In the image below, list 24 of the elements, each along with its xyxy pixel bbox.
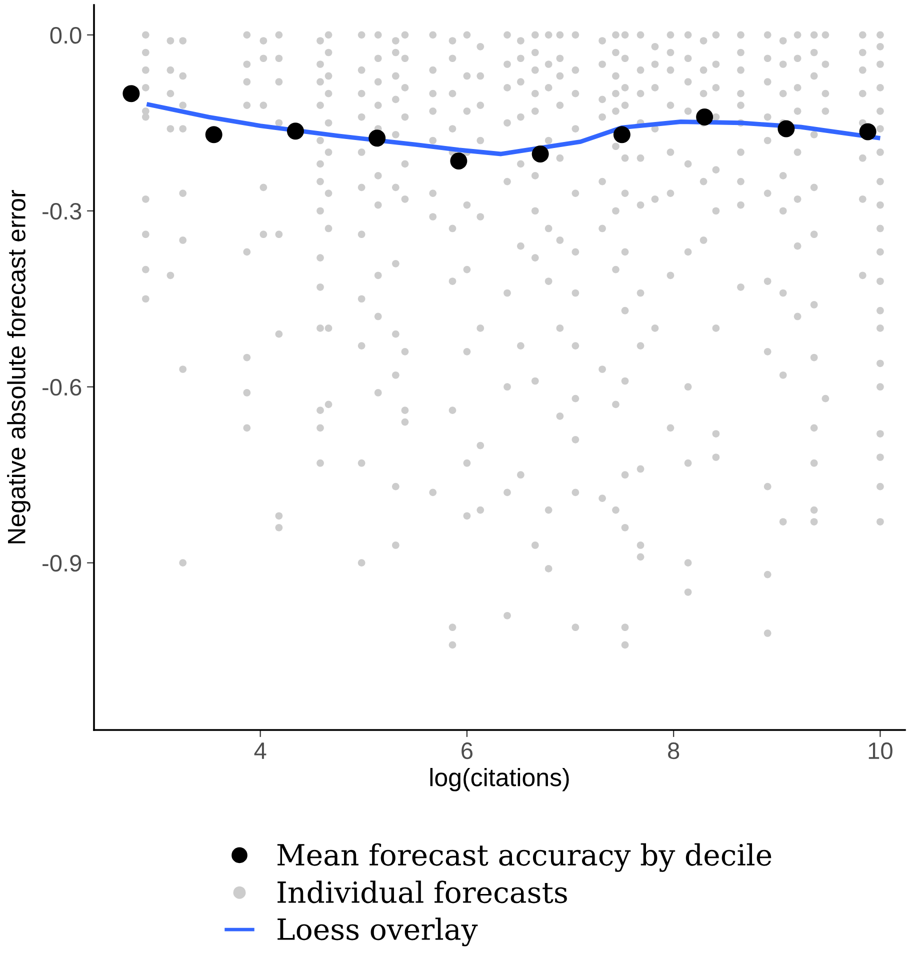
point bbox=[122, 85, 140, 102]
point bbox=[532, 145, 549, 162]
x-tick-label: 4 bbox=[254, 742, 266, 759]
legend-label: Loess overlay bbox=[278, 918, 478, 946]
line-series bbox=[144, 102, 882, 156]
y-axis-title: Negative absolute forecast error bbox=[7, 190, 30, 544]
point bbox=[613, 126, 630, 144]
point bbox=[368, 130, 386, 147]
x-axis-title: log(citations) bbox=[430, 768, 569, 792]
y-tick-label: -0.6 bbox=[42, 378, 82, 396]
point bbox=[450, 152, 468, 170]
legend-label: Individual forecasts bbox=[278, 880, 567, 904]
legend-label: Mean forecast accuracy by decile bbox=[277, 843, 772, 872]
point bbox=[859, 123, 876, 140]
x-tick-label: 10 bbox=[868, 742, 892, 760]
point bbox=[286, 122, 304, 140]
x-tick-label: 6 bbox=[462, 742, 472, 760]
point bbox=[205, 126, 222, 144]
x-tick-label: 8 bbox=[668, 742, 680, 760]
y-tick-label: 0.0 bbox=[50, 26, 82, 44]
point bbox=[696, 108, 714, 126]
y-tick-label: -0.3 bbox=[42, 202, 82, 220]
point bbox=[778, 120, 795, 138]
y-tick-label: -0.9 bbox=[42, 554, 82, 572]
